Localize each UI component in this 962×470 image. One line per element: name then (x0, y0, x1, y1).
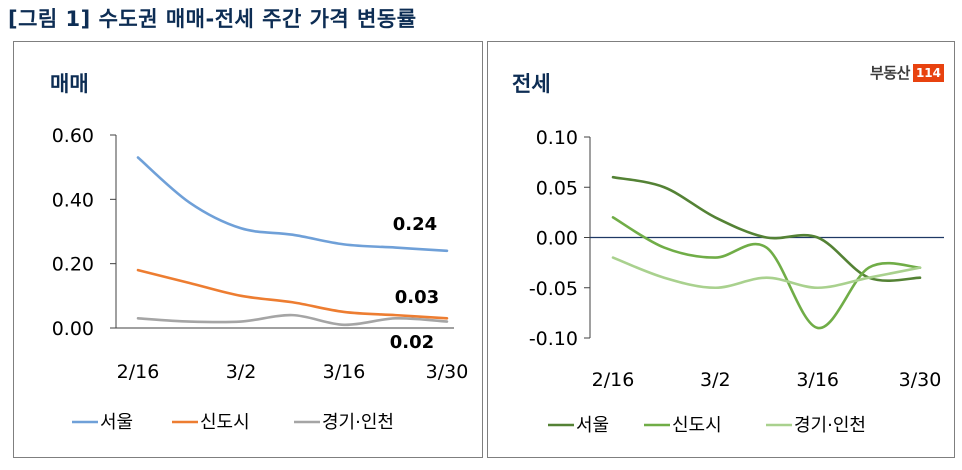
legend-label: 신도시 (672, 415, 722, 436)
x-tick-label: 3/16 (796, 369, 839, 391)
y-tick-label: 0.20 (52, 254, 94, 276)
legend-label: 경기·인천 (794, 415, 866, 436)
jeonse-chart-title: 전세 (512, 72, 551, 96)
y-tick-label: -0.05 (529, 278, 578, 300)
jeonse-line-chart: 0.10 0.05 0.00 -0.05 -0.10 2/16 3/2 3/16 3/30 서울 신… (529, 127, 944, 436)
x-tick-label: 3/16 (323, 361, 366, 383)
y-tick-label: 0.40 (52, 189, 94, 211)
x-tick-label: 3/2 (700, 369, 731, 391)
brand-badge: 114 (912, 63, 944, 82)
brand-logo: 부동산 114 (870, 62, 944, 83)
data-label: 0.24 (393, 214, 437, 235)
y-tick-label: 0.60 (52, 125, 94, 147)
y-tick-label: 0.05 (536, 177, 578, 199)
sale-chart-title: 매매 (50, 72, 89, 96)
y-tick-label: 0.00 (52, 318, 94, 340)
x-tick-label: 3/30 (426, 361, 469, 383)
y-tick-label: -0.10 (529, 328, 578, 350)
data-label: 0.02 (390, 332, 434, 353)
legend-label: 서울 (576, 415, 609, 436)
y-tick-label: 0.10 (536, 127, 578, 149)
series-line-2 (611, 216, 922, 330)
data-label: 0.03 (395, 287, 439, 308)
jeonse-chart-panel: 0.10 0.05 0.00 -0.05 -0.10 2/16 3/2 3/16 3/30 서울 신… (487, 41, 955, 458)
legend-label: 경기·인천 (322, 412, 394, 433)
series-line-1 (136, 156, 449, 253)
x-tick-label: 2/16 (117, 361, 160, 383)
brand-text: 부동산 (870, 64, 910, 82)
x-tick-label: 2/16 (592, 369, 635, 391)
legend-label: 서울 (100, 412, 133, 433)
legend-label: 신도시 (200, 412, 250, 433)
sale-line-chart: 0.60 0.40 0.20 0.00 2/16 3/2 3/16 3/30 0.24 0.03 0… (52, 125, 469, 433)
y-tick-label: 0.00 (536, 228, 578, 250)
figure-title: [그림 1] 수도권 매매-전세 주간 가격 변동률 (8, 7, 417, 31)
x-tick-label: 3/30 (899, 369, 942, 391)
series-line-3 (611, 256, 922, 290)
x-tick-label: 3/2 (226, 361, 257, 383)
sale-chart-panel: 0.60 0.40 0.20 0.00 2/16 3/2 3/16 3/30 0.24 0.03 0… (13, 41, 483, 458)
